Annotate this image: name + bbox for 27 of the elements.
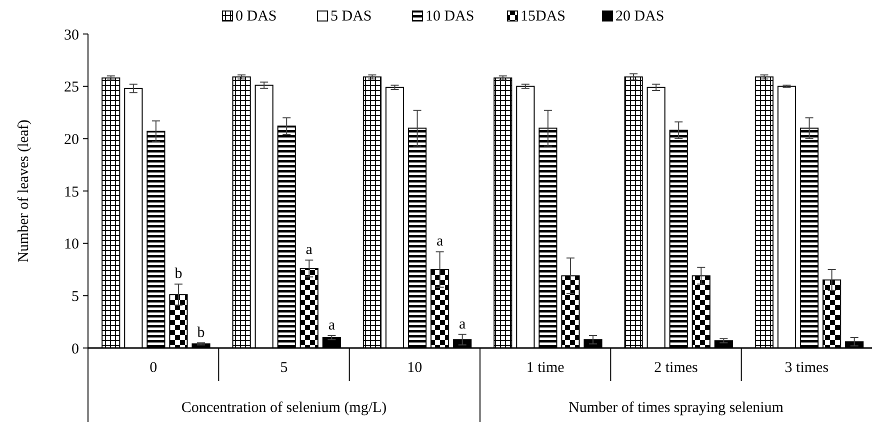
text: Concentration of selenium (mg/L) [181,400,387,416]
y-tick-label: 10 [64,236,79,253]
x-tick-label: 3 times [784,360,829,376]
legend-label: 10 DAS [426,8,474,24]
x-tick-label: 0 [150,360,158,376]
text: Number of times spraying selenium [568,400,784,416]
y-tick-label: 20 [64,132,79,148]
data-label: a [328,317,336,334]
x-tick-label: 5 [280,360,288,376]
y-axis-title: Number of leaves (leaf) [16,120,32,262]
y-tick-label: 15 [64,184,79,200]
x-tick-label: 1 time [526,360,565,376]
y-tick-label: 25 [64,80,79,96]
data-label: b [197,324,205,341]
data-label: a [459,316,466,332]
x-tick-label: 10 [407,360,422,376]
y-tick-label: 30 [64,27,79,44]
y-tick-label: 5 [72,288,79,305]
data-label: b [174,266,182,282]
data-label: a [306,242,313,258]
legend-label: 0 DAS [236,8,277,24]
legend-label: 15DAS [520,8,566,24]
legend-label: 5 DAS [330,8,372,24]
y-tick-label: 0 [72,341,79,358]
x-tick-label: 2 times [654,360,698,376]
data-label: a [436,234,444,250]
legend-label: 20 DAS [616,8,664,24]
